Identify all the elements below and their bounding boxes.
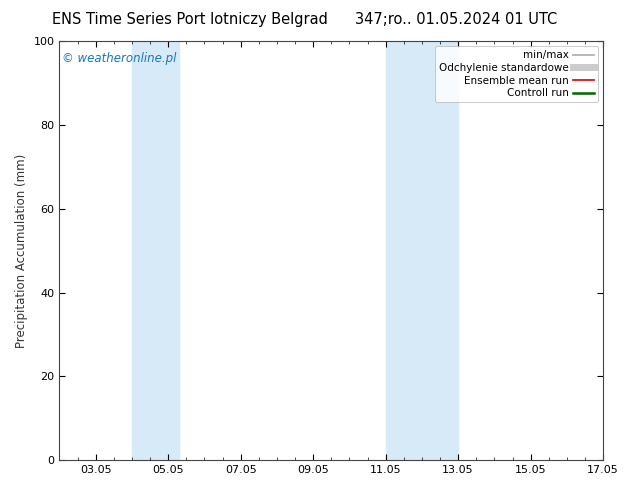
Text: © weatheronline.pl: © weatheronline.pl	[62, 51, 176, 65]
Legend: min/max, Odchylenie standardowe, Ensemble mean run, Controll run: min/max, Odchylenie standardowe, Ensembl…	[435, 46, 598, 102]
Y-axis label: Precipitation Accumulation (mm): Precipitation Accumulation (mm)	[15, 153, 28, 348]
Text: 347;ro.. 01.05.2024 01 UTC: 347;ro.. 01.05.2024 01 UTC	[355, 12, 558, 27]
Bar	[385, 41, 458, 460]
Text: ENS Time Series Port lotniczy Belgrad: ENS Time Series Port lotniczy Belgrad	[52, 12, 328, 27]
Bar	[132, 41, 179, 460]
